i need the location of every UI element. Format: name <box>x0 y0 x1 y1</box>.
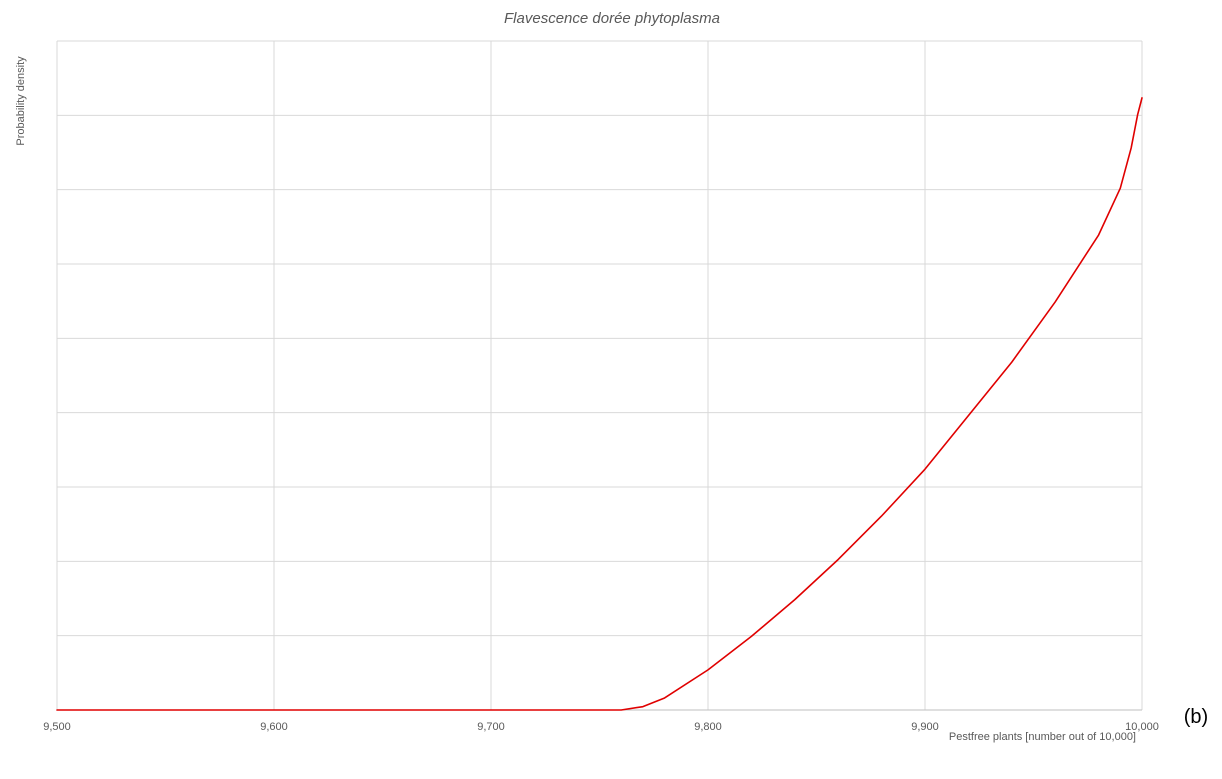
x-tick-label: 10,000 <box>1125 721 1159 733</box>
x-tick-label: 9,700 <box>477 721 505 733</box>
series-layer <box>56 97 1143 711</box>
x-tick-label: 9,600 <box>260 721 288 733</box>
x-axis-label: Pestfree plants [number out of 10,000] <box>949 731 1136 743</box>
panel-label: (b) <box>1184 706 1208 728</box>
x-tick-label: 9,500 <box>43 721 71 733</box>
x-tick-label: 9,900 <box>911 721 939 733</box>
density-series-line <box>56 97 1143 711</box>
x-tick-labels: 9,500 9,600 9,700 9,800 9,900 10,000 <box>43 721 1159 733</box>
axes <box>56 41 1142 711</box>
chart-title: Flavescence dorée phytoplasma <box>504 10 720 27</box>
y-axis-label: Probability density <box>15 56 27 146</box>
gridlines <box>57 40 1143 710</box>
x-tick-label: 9,800 <box>694 721 722 733</box>
